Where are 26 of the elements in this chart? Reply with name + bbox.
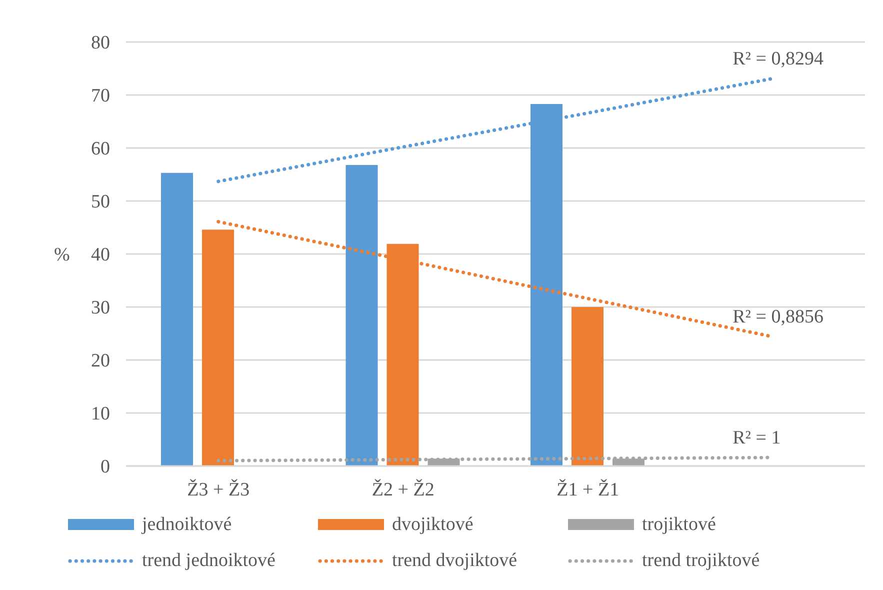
legend-label: trojiktové (642, 514, 716, 536)
y-tick-label: 10 (91, 404, 110, 425)
y-tick-label: 50 (91, 192, 110, 213)
annotation: R² = 1 (732, 428, 781, 449)
x-tick-label: Ž1 + Ž1 (556, 478, 620, 500)
legend-label: jednoiktové (142, 514, 232, 536)
y-tick-label: 30 (91, 298, 110, 319)
legend-label: dvojiktové (392, 514, 474, 536)
legend-label: trend jednoiktové (142, 550, 276, 572)
x-tick-label: Ž3 + Ž3 (187, 478, 250, 500)
legend-label: trend dvojiktové (392, 550, 518, 572)
annotation: R² = 0,8294 (732, 48, 824, 70)
bar (202, 230, 234, 466)
bar (161, 172, 193, 466)
y-tick-label: 60 (91, 138, 110, 160)
bar (572, 307, 604, 466)
annotation: R² = 0,8856 (732, 306, 824, 328)
y-tick-label: 0 (100, 456, 110, 478)
y-axis-title: % (54, 244, 70, 266)
legend-label: trend trojiktové (642, 550, 760, 572)
y-tick-label: 20 (91, 350, 110, 372)
bar (346, 164, 378, 466)
y-tick-label: 80 (91, 32, 110, 54)
y-tick-label: 70 (91, 86, 110, 107)
x-tick-label: Ž2 + Ž2 (372, 478, 434, 500)
y-tick-label: 40 (91, 244, 110, 266)
